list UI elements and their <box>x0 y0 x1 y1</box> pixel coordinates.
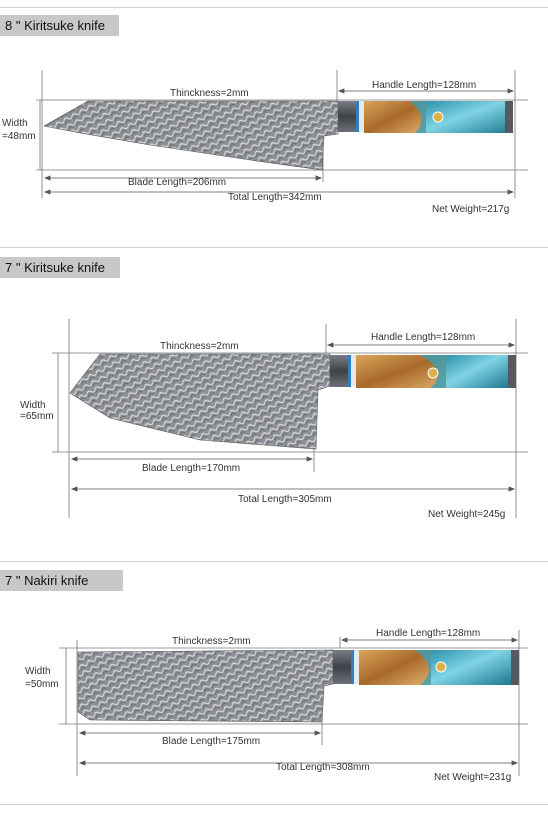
dimension-label: =48mm <box>2 131 36 142</box>
handle-rivet <box>435 661 447 673</box>
dimension-label: =50mm <box>25 679 59 690</box>
bolster <box>333 650 351 684</box>
dimension-label: Net Weight=245g <box>428 509 505 520</box>
blade <box>43 100 339 171</box>
top-divider <box>0 7 548 8</box>
knife-title: 8 " Kiritsuke knife <box>0 15 119 36</box>
blade <box>69 353 331 450</box>
handle-resin <box>446 355 508 388</box>
dimension-label: Thinckness=2mm <box>160 341 239 352</box>
bolster <box>330 355 348 387</box>
blade <box>77 649 334 723</box>
dimension-label: Handle Length=128mm <box>371 332 475 343</box>
dimension-label: Width <box>20 400 46 411</box>
dimension-label: Total Length=342mm <box>228 192 322 203</box>
handle-rivet <box>427 367 439 379</box>
dimension-label: Blade Length=206mm <box>128 177 226 188</box>
dimension-label: Net Weight=217g <box>432 204 509 215</box>
dimension-label: Thinckness=2mm <box>172 636 251 647</box>
dimension-label: Handle Length=128mm <box>372 80 476 91</box>
bolster <box>338 101 356 132</box>
section-divider <box>0 247 548 248</box>
bottom-divider <box>0 804 548 805</box>
dimension-label: Thinckness=2mm <box>170 88 249 99</box>
dimension-label: =65mm <box>20 411 54 422</box>
dimension-label: Net Weight=231g <box>434 772 511 783</box>
dimension-label: Handle Length=128mm <box>376 628 480 639</box>
handle-rivet <box>432 111 444 123</box>
dimension-label: Total Length=308mm <box>276 762 370 773</box>
dimension-label: Total Length=305mm <box>238 494 332 505</box>
dimension-label: Width <box>2 118 28 129</box>
knife-title: 7 " Kiritsuke knife <box>0 257 120 278</box>
dimension-label: Width <box>25 666 51 677</box>
dimension-label: Blade Length=175mm <box>162 736 260 747</box>
section-divider <box>0 561 548 562</box>
handle-wood <box>359 650 431 685</box>
dimension-label: Blade Length=170mm <box>142 463 240 474</box>
knife-title: 7 " Nakiri knife <box>0 570 123 591</box>
